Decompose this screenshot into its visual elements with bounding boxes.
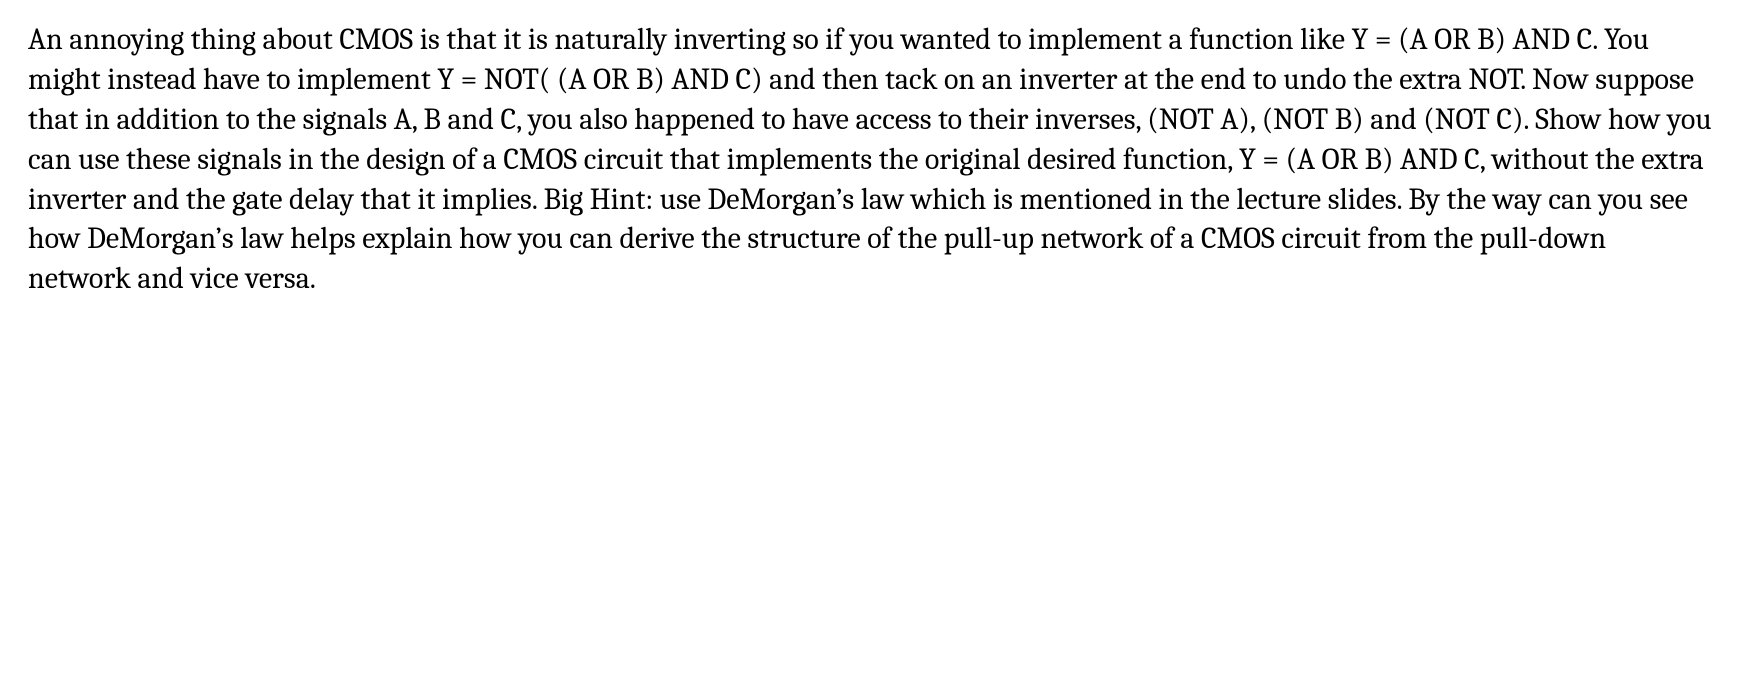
question-paragraph: An annoying thing about CMOS is that it … <box>28 20 1715 299</box>
